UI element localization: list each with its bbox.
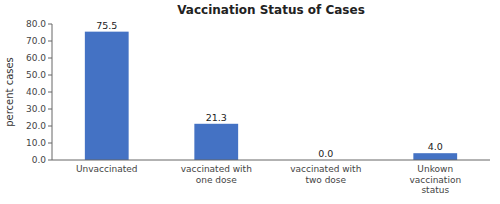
y-tick [48,109,52,110]
data-label: 21.3 [206,112,227,123]
x-tick-label: vaccinated withtwo dose [290,164,361,185]
y-tick-label: 80.0 [26,19,46,29]
x-ticks: Unvaccinatedvaccinated withone dosevacci… [76,164,461,195]
data-label: 4.0 [428,141,443,152]
data-label: 0.0 [318,148,333,159]
y-tick [48,126,52,127]
x-tick-label: vaccinated withone dose [181,164,252,185]
data-labels: 75.5 21.3 0.0 4.0 [96,20,443,159]
y-tick-label: 60.0 [26,53,46,63]
x-tick-label-line: status [421,185,449,195]
x-tick-label-line: two dose [305,175,346,185]
title: Vaccination Status of Cases [177,3,365,17]
y-tick [48,41,52,42]
y-tick-label: 0.0 [32,155,47,165]
x-tick-label: Unkownvaccinationstatus [409,164,461,195]
bars [85,32,457,160]
bar [413,153,457,160]
y-axis-line [52,24,53,160]
y-tick [48,143,52,144]
y-tick [48,160,52,161]
y-tick-label: 20.0 [26,121,46,131]
y-tick-label: 30.0 [26,104,46,114]
x-tick-label-line: Unkown [417,164,453,174]
y-tick-label: 40.0 [26,87,46,97]
x-tick-label-line: vaccinated with [181,164,252,174]
y-tick [48,92,52,93]
chart: Vaccination Status of Cases percent cases… [0,0,500,204]
bar [194,124,238,160]
y-tick-label: 50.0 [26,70,46,80]
y-ticks: 0.0 10.0 20.0 30.0 40.0 50.0 60.0 70.0 80.0 [26,19,52,165]
y-tick [48,24,52,25]
bar [85,32,129,160]
x-tick-label-line: one dose [196,175,238,185]
chart-container: Vaccination Status of Cases percent cases… [0,0,500,204]
y-tick-label: 70.0 [26,36,46,46]
y-tick [48,75,52,76]
x-tick-label-line: vaccination [409,175,461,185]
x-tick-label-line: vaccinated with [290,164,361,174]
y-axis-label: percent cases [4,57,15,127]
x-axis-line [52,160,490,161]
y-tick [48,58,52,59]
x-tick-label: Unvaccinated [76,164,138,174]
x-tick-label-line: Unvaccinated [76,164,138,174]
y-tick-label: 10.0 [26,138,46,148]
data-label: 75.5 [96,20,117,31]
